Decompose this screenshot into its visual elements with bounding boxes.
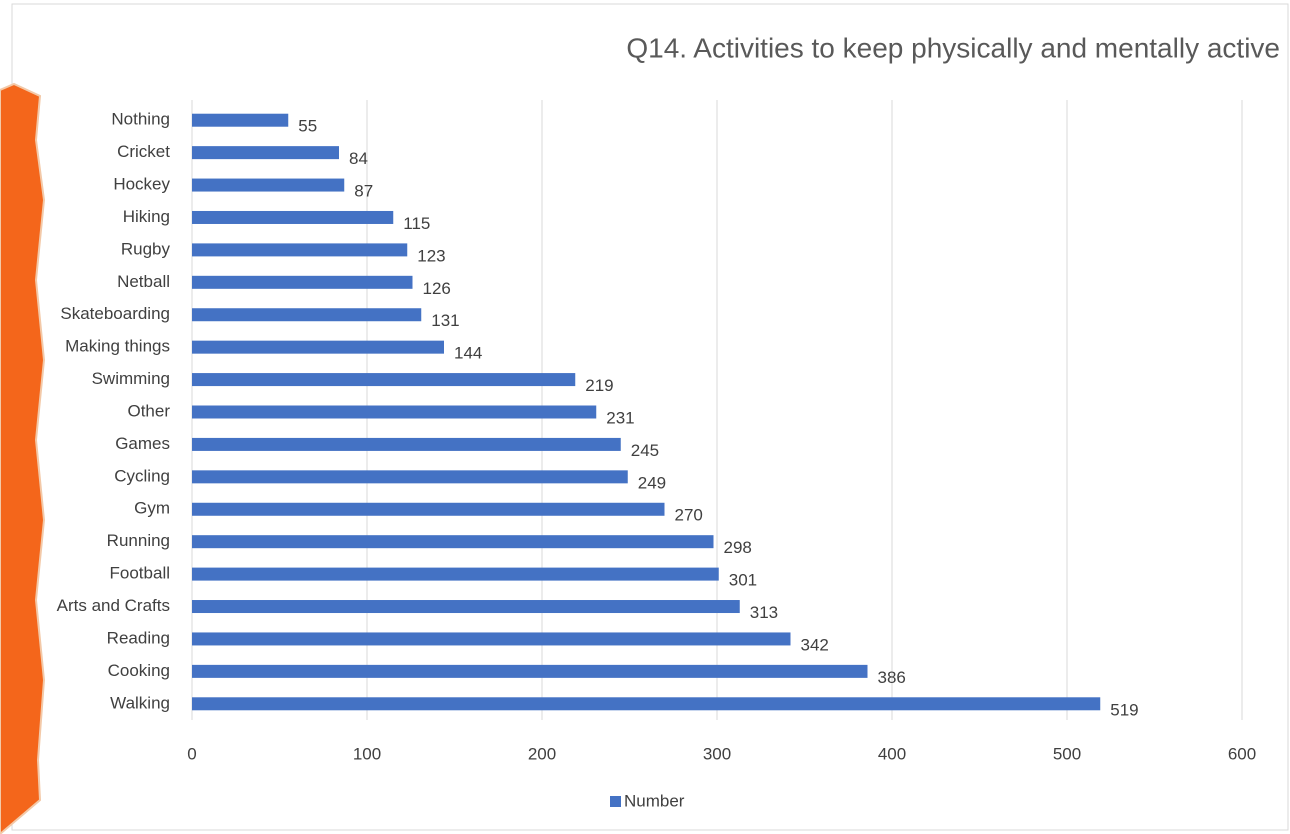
data-label: 270: [675, 506, 703, 525]
decoration: [0, 82, 46, 834]
bar: [192, 308, 422, 322]
legend-swatch: [610, 796, 621, 807]
x-tick-label: 400: [878, 744, 906, 763]
y-tick-label: Reading: [107, 628, 170, 647]
data-label: 219: [585, 376, 613, 395]
data-label: 249: [638, 473, 666, 492]
y-tick-label: Hiking: [123, 207, 170, 226]
y-tick-label: Swimming: [92, 369, 170, 388]
bar: [192, 470, 628, 484]
data-label: 55: [298, 117, 317, 136]
x-tick-label: 100: [353, 744, 381, 763]
y-tick-label: Skateboarding: [60, 304, 170, 323]
y-tick-label: Making things: [65, 337, 170, 356]
y-tick-label: Rugby: [121, 239, 171, 258]
data-label: 519: [1110, 700, 1138, 719]
bar: [192, 243, 408, 257]
y-tick-label: Arts and Crafts: [57, 596, 170, 615]
bar: [192, 340, 444, 354]
bar: [192, 535, 714, 549]
bar: [192, 632, 791, 646]
bar: [192, 178, 345, 192]
legend-label: Number: [624, 791, 685, 810]
data-label: 386: [878, 668, 906, 687]
y-tick-label: Football: [110, 564, 170, 583]
data-label: 84: [349, 149, 368, 168]
bar: [192, 373, 576, 387]
data-label: 115: [403, 214, 430, 233]
data-label: 298: [724, 538, 752, 557]
y-tick-label: Walking: [110, 693, 170, 712]
x-tick-label: 200: [528, 744, 556, 763]
y-tick-label: Cycling: [114, 466, 170, 485]
bar: [192, 502, 665, 516]
data-label: 126: [423, 279, 451, 298]
data-label: 342: [801, 635, 829, 654]
data-label: 313: [750, 603, 778, 622]
y-tick-label: Cooking: [108, 661, 170, 680]
y-tick-label: Hockey: [113, 175, 170, 194]
bar: [192, 567, 719, 581]
data-label: 123: [417, 246, 445, 265]
x-tick-label: 500: [1053, 744, 1081, 763]
data-label: 231: [606, 408, 634, 427]
data-label: 144: [454, 344, 482, 363]
y-tick-label: Cricket: [117, 142, 170, 161]
bar: [192, 600, 740, 614]
data-label: 301: [729, 571, 757, 590]
x-tick-label: 300: [703, 744, 731, 763]
x-tick-label: 600: [1228, 744, 1256, 763]
bar: [192, 664, 868, 678]
y-tick-label: Nothing: [111, 110, 170, 129]
bar: [192, 113, 289, 127]
data-label: 245: [631, 441, 659, 460]
bar: [192, 697, 1101, 711]
y-tick-label: Other: [127, 401, 170, 420]
bar: [192, 146, 339, 160]
bar: [192, 275, 413, 289]
y-tick-label: Running: [107, 531, 170, 550]
bar: [192, 210, 394, 224]
x-tick-label: 0: [187, 744, 196, 763]
y-tick-label: Gym: [134, 499, 170, 518]
y-tick-label: Games: [115, 434, 170, 453]
bar: [192, 437, 621, 451]
data-label: 131: [431, 311, 459, 330]
bar: [192, 405, 597, 419]
y-tick-label: Netball: [117, 272, 170, 291]
chart-title: Q14. Activities to keep physically and m…: [626, 32, 1280, 63]
data-label: 87: [354, 182, 373, 201]
